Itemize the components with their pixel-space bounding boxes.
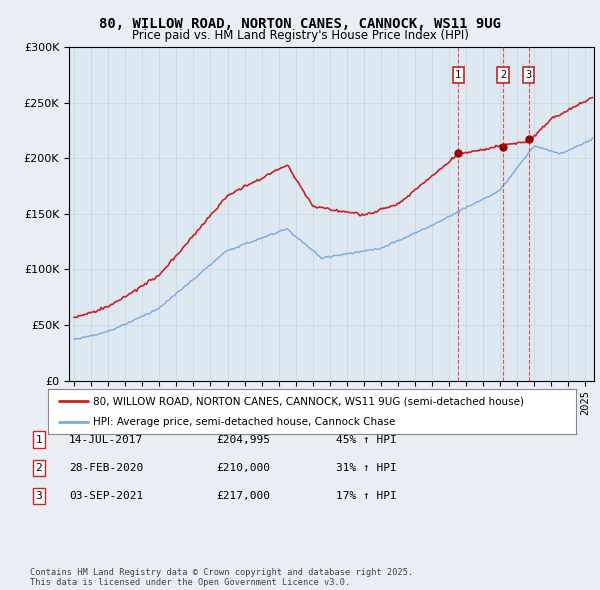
Text: 2: 2 [500, 70, 506, 80]
Text: 28-FEB-2020: 28-FEB-2020 [69, 463, 143, 473]
Text: 3: 3 [35, 491, 43, 501]
Text: HPI: Average price, semi-detached house, Cannock Chase: HPI: Average price, semi-detached house,… [93, 417, 395, 427]
Text: Price paid vs. HM Land Registry's House Price Index (HPI): Price paid vs. HM Land Registry's House … [131, 29, 469, 42]
Text: 1: 1 [35, 435, 43, 444]
Text: 03-SEP-2021: 03-SEP-2021 [69, 491, 143, 501]
Text: £217,000: £217,000 [216, 491, 270, 501]
Text: £204,995: £204,995 [216, 435, 270, 444]
Text: 17% ↑ HPI: 17% ↑ HPI [336, 491, 397, 501]
Text: 80, WILLOW ROAD, NORTON CANES, CANNOCK, WS11 9UG (semi-detached house): 80, WILLOW ROAD, NORTON CANES, CANNOCK, … [93, 396, 524, 407]
Text: 45% ↑ HPI: 45% ↑ HPI [336, 435, 397, 444]
Text: Contains HM Land Registry data © Crown copyright and database right 2025.
This d: Contains HM Land Registry data © Crown c… [30, 568, 413, 587]
Text: 3: 3 [526, 70, 532, 80]
Text: 80, WILLOW ROAD, NORTON CANES, CANNOCK, WS11 9UG: 80, WILLOW ROAD, NORTON CANES, CANNOCK, … [99, 17, 501, 31]
Text: 2: 2 [35, 463, 43, 473]
Text: £210,000: £210,000 [216, 463, 270, 473]
Text: 1: 1 [455, 70, 461, 80]
Text: 31% ↑ HPI: 31% ↑ HPI [336, 463, 397, 473]
Text: 14-JUL-2017: 14-JUL-2017 [69, 435, 143, 444]
